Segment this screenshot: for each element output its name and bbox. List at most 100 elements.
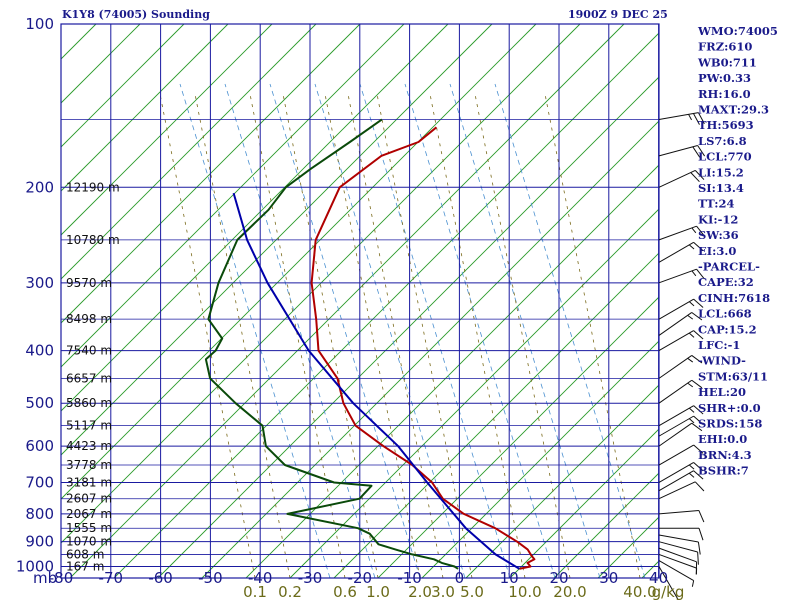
wind-barb-flag: [697, 552, 699, 565]
wind-barb-half: [688, 407, 695, 413]
mixing-ratio-label: 0.6: [333, 583, 357, 600]
wind-barb: [658, 415, 704, 437]
wind-barb-shaft: [658, 268, 697, 284]
wind-barb-flag: [693, 405, 704, 415]
dry-adiabat: [60, 23, 537, 500]
wind-barb-shaft: [658, 422, 693, 447]
wind-barb-half: [691, 580, 695, 587]
wind-barb-flag: [691, 422, 703, 432]
temperature-label: 10: [500, 569, 519, 587]
wind-barb: [658, 225, 705, 241]
index-line: RH:16.0: [698, 87, 751, 101]
wind-barb-shaft: [658, 547, 697, 563]
wind-barb-shaft: [658, 112, 699, 121]
wind-barb-flag: [696, 225, 705, 237]
wind-barb: [658, 470, 704, 492]
series-layer: [204, 118, 536, 570]
mixing-ratio-line: [347, 93, 444, 579]
index-line: CAPE:32: [698, 275, 754, 289]
index-line: SRDS:158: [698, 417, 762, 431]
wind-barb: [658, 112, 705, 125]
pressure-label: 600: [25, 437, 54, 455]
wind-barb-flag: [691, 312, 703, 321]
wind-barb-flag: [693, 470, 704, 480]
wind-barb: [658, 241, 704, 263]
dry-adiabat: [60, 23, 449, 412]
index-line: STM:63/11: [698, 369, 768, 383]
mixing-ratio-line: [282, 93, 379, 579]
wind-barb-flag: [691, 379, 703, 389]
mixing-ratio-label: 3.0: [431, 583, 455, 600]
dry-adiabat: [113, 32, 660, 579]
temperature-trace: [310, 126, 536, 570]
wind-barb-flag: [697, 145, 706, 157]
index-line: TT:24: [698, 197, 735, 211]
dry-adiabat: [201, 120, 660, 579]
index-line: CAP:15.2: [698, 322, 757, 336]
height-label: 5117 m: [66, 419, 112, 433]
wind-barb-flag: [693, 462, 704, 472]
temperature-label: -10: [397, 569, 422, 587]
height-label: 6657 m: [66, 371, 112, 385]
moist-adiabat: [224, 83, 376, 579]
dry-adiabat: [465, 384, 660, 579]
wind-barb-shaft: [658, 553, 697, 569]
pressure-label: 300: [25, 274, 54, 292]
wind-barb-shaft: [658, 534, 699, 543]
dry-adiabat: [641, 560, 660, 579]
wind-barb: [658, 298, 704, 320]
moist-adiabat: [179, 83, 331, 579]
index-line: WMO:74005: [697, 24, 778, 38]
wind-barb: [658, 379, 703, 404]
wind-barb-flag: [693, 241, 704, 252]
wind-barb-shaft: [658, 481, 696, 500]
mixing-ratio-line: [159, 93, 256, 579]
height-label: 7540 m: [66, 344, 112, 358]
wind-barb-flag: [691, 355, 703, 364]
wind-barb-shaft: [658, 379, 693, 404]
height-label: 4423 m: [66, 439, 112, 453]
wind-barb-half: [687, 357, 694, 363]
pressure-label: 100: [25, 15, 54, 33]
mixing-ratio-label: 0.2: [278, 583, 302, 600]
wind-barb: [658, 268, 705, 284]
dry-adiabat: [289, 208, 660, 579]
dry-adiabat: [245, 164, 660, 579]
pressure-label: 200: [25, 178, 54, 196]
mixing-ratio-label: 1.0: [366, 583, 390, 600]
wind-barb: [658, 355, 703, 379]
height-label: 1555 m: [66, 521, 112, 535]
wind-barb: [658, 145, 706, 158]
wind-barb-shaft: [658, 169, 696, 188]
wind-barb-flag: [696, 268, 705, 280]
wind-barb-half: [688, 472, 695, 478]
dry-adiabat: [509, 428, 660, 579]
height-label: 167 m: [66, 560, 104, 574]
wind-barb-shaft: [658, 312, 693, 336]
pressure-label: 400: [25, 342, 54, 360]
wind-barb: [658, 560, 695, 587]
temperature-label: -70: [99, 569, 124, 587]
mixing-ratio-line: [324, 93, 421, 579]
pressure-label: 1000: [16, 558, 54, 576]
pressure-unit: mb: [33, 569, 57, 587]
wind-barb-half: [687, 382, 694, 388]
wind-barb-shaft: [658, 241, 694, 263]
wind-barb-shaft: [658, 415, 694, 437]
mixing-ratio-label: 20.0: [553, 583, 586, 600]
index-line: -WIND-: [698, 354, 746, 368]
wind-barb-half: [691, 270, 697, 277]
dry-adiabat: [377, 296, 660, 579]
index-line: SW:36: [698, 228, 739, 242]
wind-barb: [658, 405, 704, 427]
index-line: EHI:0.0: [698, 432, 747, 446]
wind-barb-shaft: [658, 541, 698, 553]
wind-barb-half: [688, 418, 695, 424]
index-line: LS7:6.8: [698, 134, 747, 148]
moist-adiabat: [269, 83, 421, 579]
dry-adiabat: [333, 252, 660, 579]
wind-barb-flag: [697, 541, 701, 555]
mixing-ratio-label: 5.0: [460, 583, 484, 600]
